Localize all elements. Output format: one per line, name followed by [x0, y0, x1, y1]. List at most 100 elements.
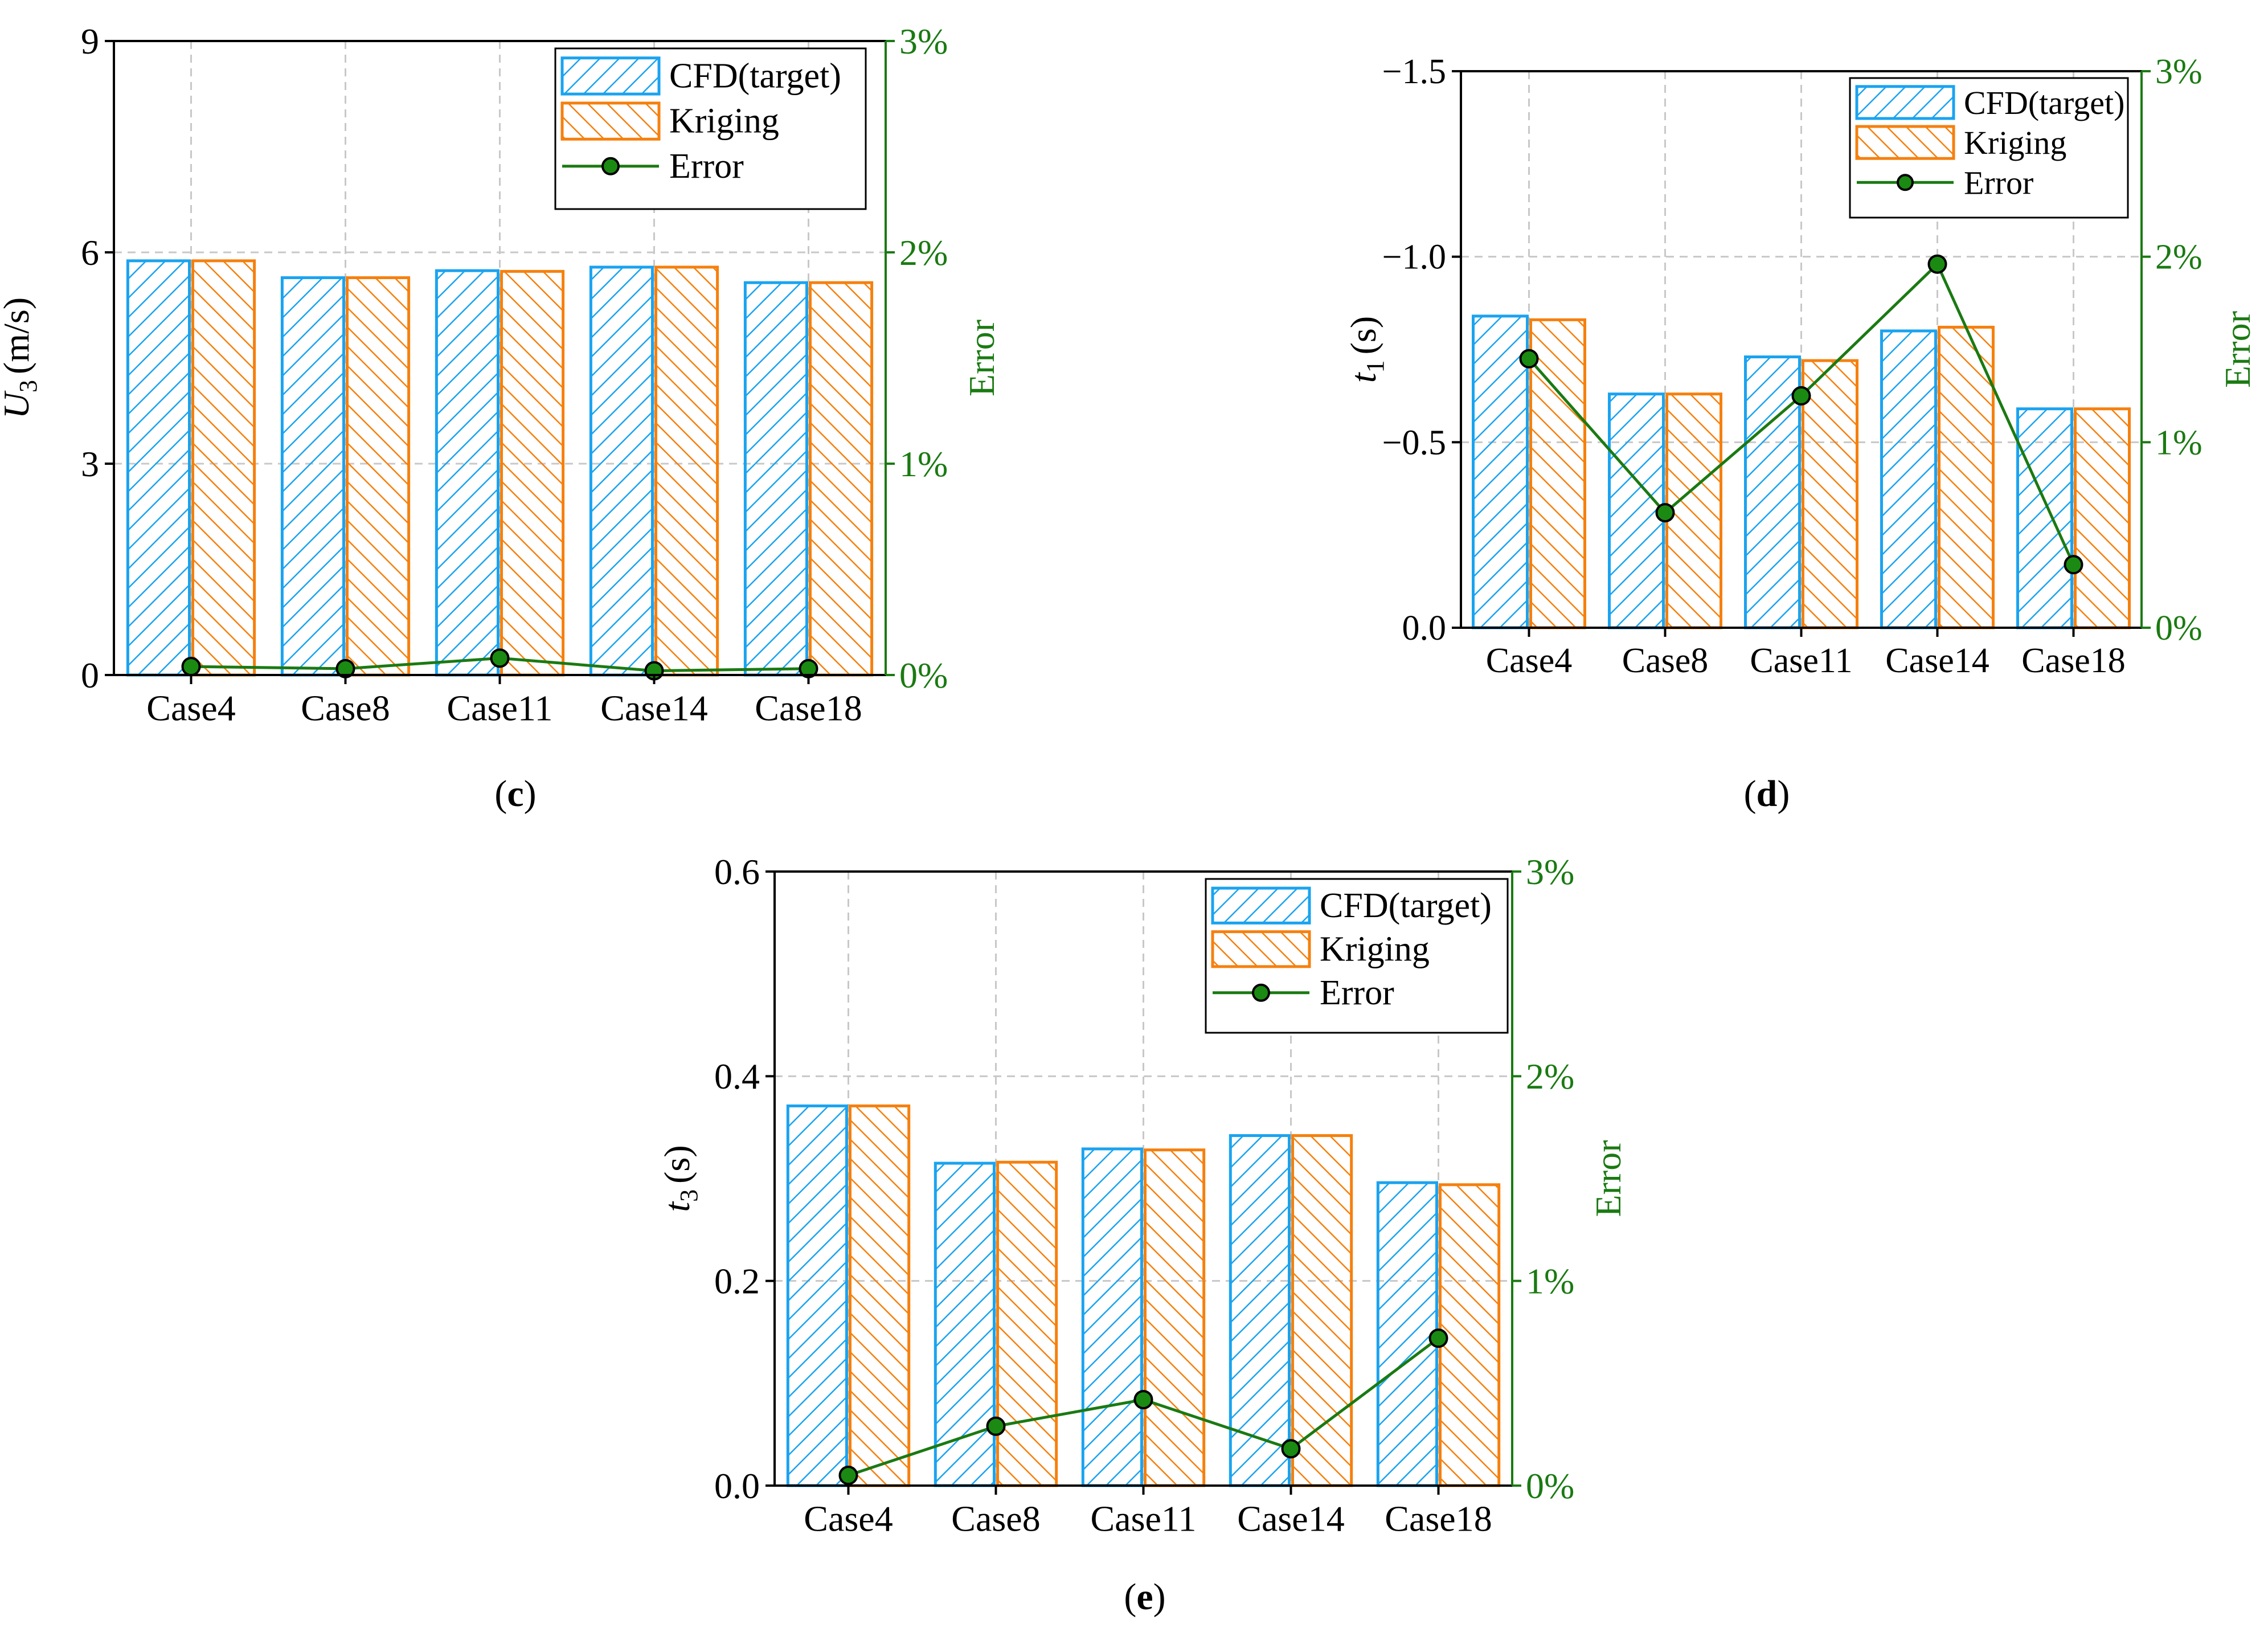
bar-kriging-case8 — [1665, 392, 1722, 629]
y-tick-label: 0.0 — [714, 1466, 760, 1506]
bar-cfd-case18 — [743, 281, 809, 677]
y-axis-ticks: 0 3 6 9 — [81, 21, 114, 696]
bar-cfd-case11 — [435, 269, 500, 677]
y2-tick-label: 3% — [899, 21, 948, 62]
y2-axis-ticks: 0% 1% 2% 3% — [1512, 852, 1574, 1506]
x-tick-label: Case4 — [1486, 641, 1573, 680]
chart-panel-d: 0.0 −0.5 −1.0 −1.5 0% 1% 2% 3% Case4 Case8 Case1… — [1343, 52, 2258, 815]
bar-kriging-case4 — [191, 259, 256, 677]
panel-label: (d) — [1744, 773, 1790, 815]
y-axis-label-subscript: 3 — [14, 380, 42, 392]
legend: CFD(target) Kriging Error — [1849, 77, 2129, 219]
y-tick-label: 9 — [81, 21, 99, 62]
y2-axis-ticks: 0% 1% 2% 3% — [886, 21, 948, 696]
y2-tick-label: 3% — [1526, 852, 1574, 892]
error-marker-layer — [1519, 254, 2083, 575]
x-tick-label: Case14 — [1237, 1499, 1344, 1539]
bar-kriging-case4 — [1529, 318, 1586, 629]
x-tick-label: Case18 — [1385, 1499, 1492, 1539]
x-tick-label: Case11 — [1750, 641, 1852, 680]
error-point-case11 — [1791, 386, 1811, 406]
bar-kriging-case11 — [1144, 1148, 1206, 1487]
legend-label-cfd: CFD(target) — [1320, 886, 1492, 925]
y-tick-label: 0 — [81, 655, 99, 696]
y2-axis-label: Error — [2217, 311, 2258, 388]
y2-tick-label: 3% — [2155, 52, 2203, 91]
legend-label-kriging: Kriging — [669, 102, 779, 141]
y-axis-label-symbol: t — [657, 1201, 697, 1212]
bar-cfd-case11 — [1081, 1147, 1144, 1487]
bar-kriging-case8 — [996, 1160, 1058, 1487]
panel-label: (c) — [494, 773, 536, 815]
legend-swatch-kriging — [1855, 125, 1955, 160]
bar-kriging-case14 — [1291, 1134, 1353, 1487]
error-point-case14 — [1927, 254, 1947, 274]
legend-marker-error — [1252, 983, 1270, 1002]
y-tick-label: 0.6 — [714, 852, 760, 892]
legend-label-kriging: Kriging — [1320, 930, 1430, 968]
bar-cfd-case4 — [786, 1104, 849, 1487]
error-point-case4 — [838, 1466, 858, 1486]
y2-tick-label: 1% — [899, 444, 948, 484]
y2-tick-label: 2% — [1526, 1056, 1574, 1097]
y-tick-label: 0.4 — [714, 1056, 760, 1097]
error-point-case14 — [1281, 1439, 1301, 1459]
legend-label-error: Error — [1964, 164, 2033, 201]
x-tick-label: Case14 — [600, 688, 707, 729]
bar-kriging-case11 — [1802, 359, 1858, 629]
y-axis-ticks: 0.0 −0.5 −1.0 −1.5 — [1382, 52, 1461, 648]
bar-cfd-case8 — [1608, 392, 1665, 629]
error-marker-layer — [838, 1328, 1448, 1486]
y-tick-label: 3 — [81, 444, 99, 484]
y-tick-label: 0.0 — [1402, 609, 1447, 648]
x-tick-label: Case4 — [804, 1499, 893, 1539]
bar-cfd-case14 — [1229, 1134, 1291, 1487]
legend-swatch-cfd — [1855, 85, 1955, 120]
y2-axis-ticks: 0% 1% 2% 3% — [2142, 52, 2203, 648]
legend: CFD(target) Kriging Error — [1205, 878, 1509, 1034]
x-axis-ticks: Case4 Case8 Case11 Case14 Case18 — [804, 1486, 1492, 1539]
x-tick-label: Case4 — [146, 688, 235, 729]
x-tick-label: Case8 — [301, 688, 390, 729]
error-point-case18 — [1428, 1328, 1448, 1348]
error-marker-layer — [181, 648, 818, 681]
y2-tick-label: 0% — [899, 655, 948, 696]
legend-label-cfd: CFD(target) — [1964, 84, 2124, 121]
x-tick-label: Case18 — [2021, 641, 2126, 680]
bar-cfd-case4 — [1472, 314, 1529, 629]
error-point-case11 — [1133, 1390, 1153, 1410]
legend-label-cfd: CFD(target) — [669, 56, 841, 95]
y-tick-label: −1.0 — [1382, 238, 1446, 277]
y2-tick-label: 0% — [2155, 609, 2203, 648]
legend-swatch-cfd — [1211, 886, 1311, 925]
bar-cfd-case14 — [1880, 329, 1938, 629]
y-tick-label: −0.5 — [1382, 423, 1446, 462]
panel-label: (e) — [1124, 1576, 1165, 1618]
x-tick-label: Case11 — [1090, 1499, 1196, 1539]
grid-layer — [775, 872, 1512, 1486]
y-axis-label-symbol: t — [1343, 371, 1383, 383]
legend-swatch-kriging — [1211, 930, 1311, 968]
legend-marker-error — [1897, 174, 1914, 191]
x-tick-label: Case8 — [1622, 641, 1709, 680]
bar-cfd-case4 — [126, 259, 191, 677]
bar-kriging-case18 — [1439, 1183, 1501, 1487]
x-tick-label: Case18 — [755, 688, 862, 729]
y-axis-label: U3 (m/s) — [0, 297, 42, 419]
y2-axis-label: Error — [961, 320, 1002, 396]
y2-tick-label: 2% — [2155, 238, 2203, 277]
y-tick-label: 6 — [81, 232, 99, 273]
bar-layer — [786, 1104, 1501, 1487]
chart-panel-e: 0.00.20.40.6 0%1%2%3% Case4 Case8 Case11 Ca… — [657, 852, 1628, 1618]
y2-tick-label: 1% — [2155, 423, 2203, 462]
bar-cfd-case14 — [589, 265, 654, 677]
y-axis-label: t1 (s) — [1343, 316, 1389, 383]
bar-kriging-case18 — [2074, 407, 2131, 629]
legend-label-error: Error — [1320, 974, 1394, 1012]
x-tick-label: Case11 — [447, 688, 552, 729]
x-tick-label: Case8 — [951, 1499, 1040, 1539]
y-axis-label-symbol: U — [0, 390, 36, 419]
y-axis-label-unit: (s) — [1343, 316, 1383, 355]
